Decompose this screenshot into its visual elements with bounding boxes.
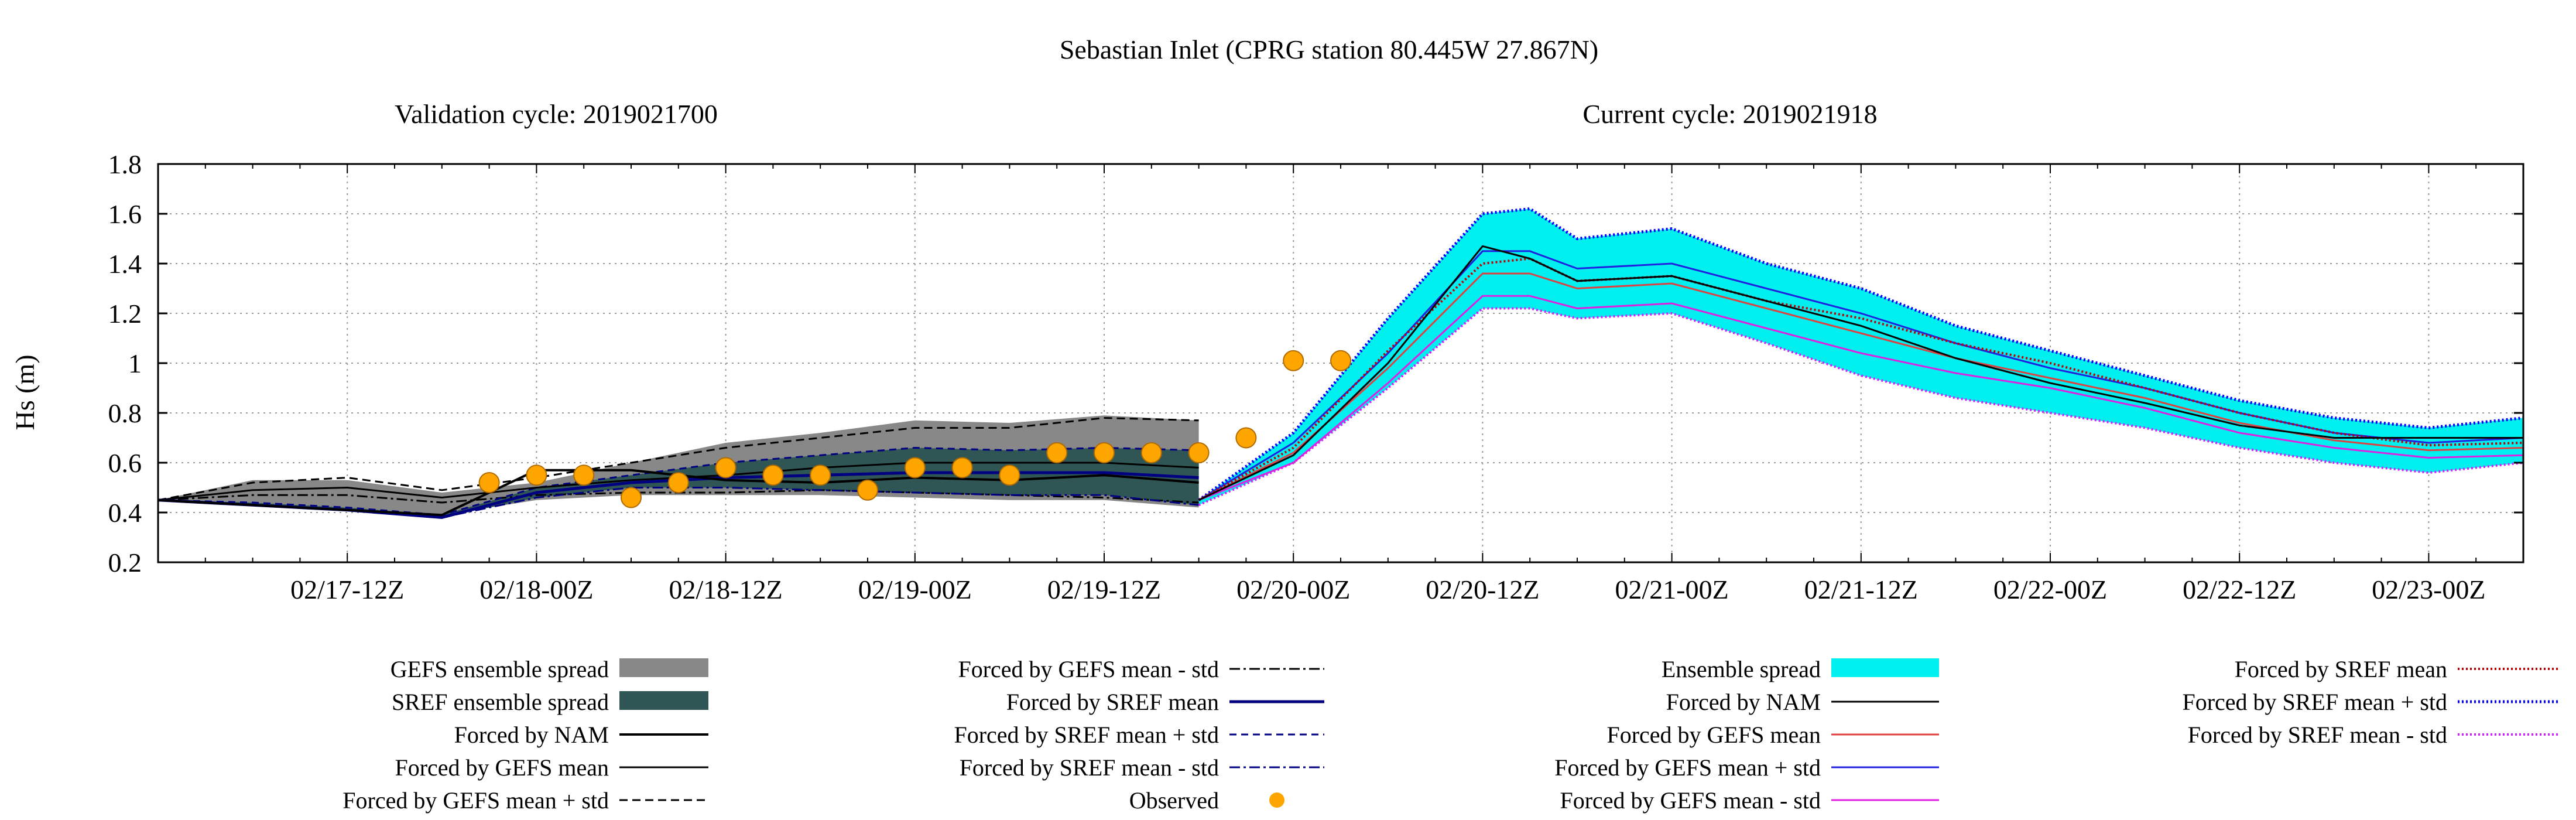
legend-marker (1269, 792, 1284, 808)
legend-label: Forced by NAM (454, 722, 609, 748)
observed-point (526, 464, 547, 486)
legend-swatch (619, 658, 708, 677)
observed-point (1188, 442, 1210, 463)
line-current-gefs-minus-std (1198, 295, 2524, 501)
legend-label: Forced by NAM (1666, 689, 1821, 715)
observed-point (951, 457, 973, 479)
legend-swatch (619, 691, 708, 710)
legend-label: Forced by SREF mean (1006, 689, 1219, 715)
observed-point (1140, 442, 1162, 463)
legend-label: Forced by GEFS mean + std (1554, 754, 1821, 781)
legend-label: Observed (1129, 787, 1219, 814)
x-tick-label: 02/19-12Z (1047, 575, 1161, 604)
legend-label: GEFS ensemble spread (390, 656, 609, 682)
x-tick-label: 02/17-12Z (290, 575, 404, 604)
legend-label: Forced by SREF mean (2235, 656, 2447, 682)
x-tick-label: 02/22-00Z (1993, 575, 2107, 604)
observed-point (762, 464, 784, 486)
x-tick-label: 02/21-12Z (1804, 575, 1918, 604)
legend-label: Forced by GEFS mean - std (1560, 787, 1821, 814)
y-tick-label: 0.2 (108, 548, 142, 578)
chart-title: Sebastian Inlet (CPRG station 80.445W 27… (1060, 35, 1598, 64)
legend-label: Forced by GEFS mean + std (342, 787, 609, 814)
y-tick-label: 1.2 (108, 299, 142, 329)
legend-label: Forced by GEFS mean (395, 754, 609, 781)
legend-label: Forced by GEFS mean (1606, 722, 1821, 748)
x-tick-label: 02/19-00Z (858, 575, 972, 604)
legend-label: Forced by GEFS mean - std (958, 656, 1219, 682)
observed-point (621, 487, 642, 508)
line-gefs-mean-plus-std (157, 417, 1199, 501)
x-tick-label: 02/22-12Z (2183, 575, 2296, 604)
legend: GEFS ensemble spread SREF ensemble spread… (342, 656, 2558, 814)
x-axis-ticks: 02/17-12Z 02/18-00Z 02/18-12Z 02/19-00Z 02/1… (204, 164, 2486, 604)
y-axis-label: Hs (m) (10, 354, 40, 430)
line-current-gefs-plus-std (1198, 250, 2524, 501)
line-current-sref-plus-std (1198, 207, 2524, 501)
observed-point (1330, 350, 1351, 371)
current-cycle-label: Current cycle: 2019021918 (1582, 99, 1877, 129)
observed-markers (478, 350, 1351, 508)
validation-cycle-label: Validation cycle: 2019021700 (395, 99, 718, 129)
y-tick-label: 1.6 (108, 199, 142, 229)
x-tick-label: 02/18-00Z (479, 575, 593, 604)
observed-point (715, 457, 737, 479)
observed-point (999, 464, 1020, 486)
line-current-nam (1198, 245, 2523, 501)
observed-point (1235, 427, 1257, 449)
legend-label: Forced by SREF mean + std (2182, 689, 2447, 715)
y-tick-label: 1.8 (108, 149, 142, 179)
observed-point (573, 464, 595, 486)
observed-point (1283, 350, 1304, 371)
x-tick-label: 02/21-00Z (1615, 575, 1728, 604)
y-tick-label: 1 (128, 348, 142, 378)
legend-label: Forced by SREF mean + std (954, 722, 1219, 748)
observed-point (904, 457, 926, 479)
y-tick-label: 0.8 (108, 398, 142, 428)
legend-label: SREF ensemble spread (392, 689, 609, 715)
legend-swatch (1831, 658, 1939, 677)
legend-label: Ensemble spread (1662, 656, 1821, 682)
y-tick-label: 1.4 (108, 249, 142, 279)
x-tick-label: 02/20-12Z (1426, 575, 1539, 604)
line-current-sref-mean (1198, 257, 2524, 501)
observed-point (857, 479, 878, 501)
y-axis-ticks: 0.2 0.4 0.6 0.8 1 1.2 1.4 1.6 1.8 (108, 149, 2523, 578)
legend-label: Forced by SREF mean - std (960, 754, 1219, 781)
x-tick-label: 02/23-00Z (2372, 575, 2485, 604)
ensemble-spread-band (1198, 209, 2523, 505)
y-tick-label: 0.4 (108, 498, 142, 528)
observed-point (810, 464, 831, 486)
observed-point (667, 472, 689, 493)
observed-point (1094, 442, 1115, 463)
legend-label: Forced by SREF mean - std (2188, 722, 2447, 748)
x-tick-label: 02/20-00Z (1236, 575, 1350, 604)
observed-point (1046, 442, 1068, 463)
observed-point (478, 472, 500, 493)
y-tick-label: 0.6 (108, 448, 142, 478)
x-tick-label: 02/18-12Z (669, 575, 782, 604)
